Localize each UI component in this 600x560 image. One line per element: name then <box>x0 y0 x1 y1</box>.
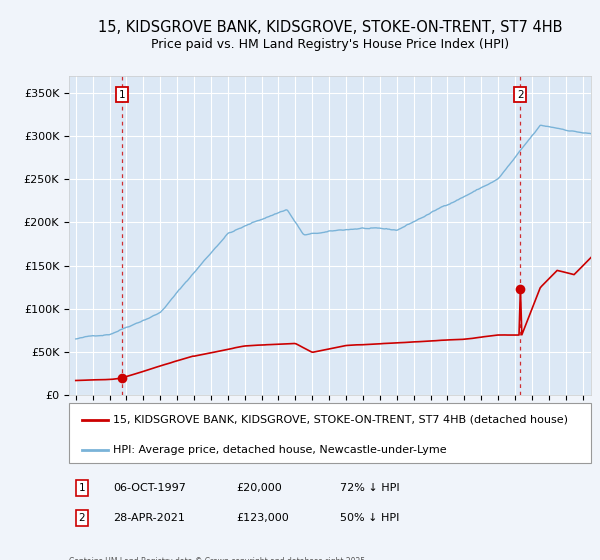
Text: £123,000: £123,000 <box>236 514 289 523</box>
Text: 1: 1 <box>119 90 125 100</box>
Text: 50% ↓ HPI: 50% ↓ HPI <box>340 514 400 523</box>
Text: HPI: Average price, detached house, Newcastle-under-Lyme: HPI: Average price, detached house, Newc… <box>113 445 447 455</box>
Text: £20,000: £20,000 <box>236 483 282 493</box>
Text: 72% ↓ HPI: 72% ↓ HPI <box>340 483 400 493</box>
Text: 15, KIDSGROVE BANK, KIDSGROVE, STOKE-ON-TRENT, ST7 4HB: 15, KIDSGROVE BANK, KIDSGROVE, STOKE-ON-… <box>98 21 562 35</box>
Text: Price paid vs. HM Land Registry's House Price Index (HPI): Price paid vs. HM Land Registry's House … <box>151 38 509 52</box>
Text: 28-APR-2021: 28-APR-2021 <box>113 514 185 523</box>
Text: 1: 1 <box>79 483 85 493</box>
Text: Contains HM Land Registry data © Crown copyright and database right 2025.
This d: Contains HM Land Registry data © Crown c… <box>69 557 367 560</box>
Text: 06-OCT-1997: 06-OCT-1997 <box>113 483 186 493</box>
Text: 2: 2 <box>517 90 524 100</box>
Text: 2: 2 <box>79 514 85 523</box>
FancyBboxPatch shape <box>69 403 591 463</box>
Text: 15, KIDSGROVE BANK, KIDSGROVE, STOKE-ON-TRENT, ST7 4HB (detached house): 15, KIDSGROVE BANK, KIDSGROVE, STOKE-ON-… <box>113 415 568 424</box>
